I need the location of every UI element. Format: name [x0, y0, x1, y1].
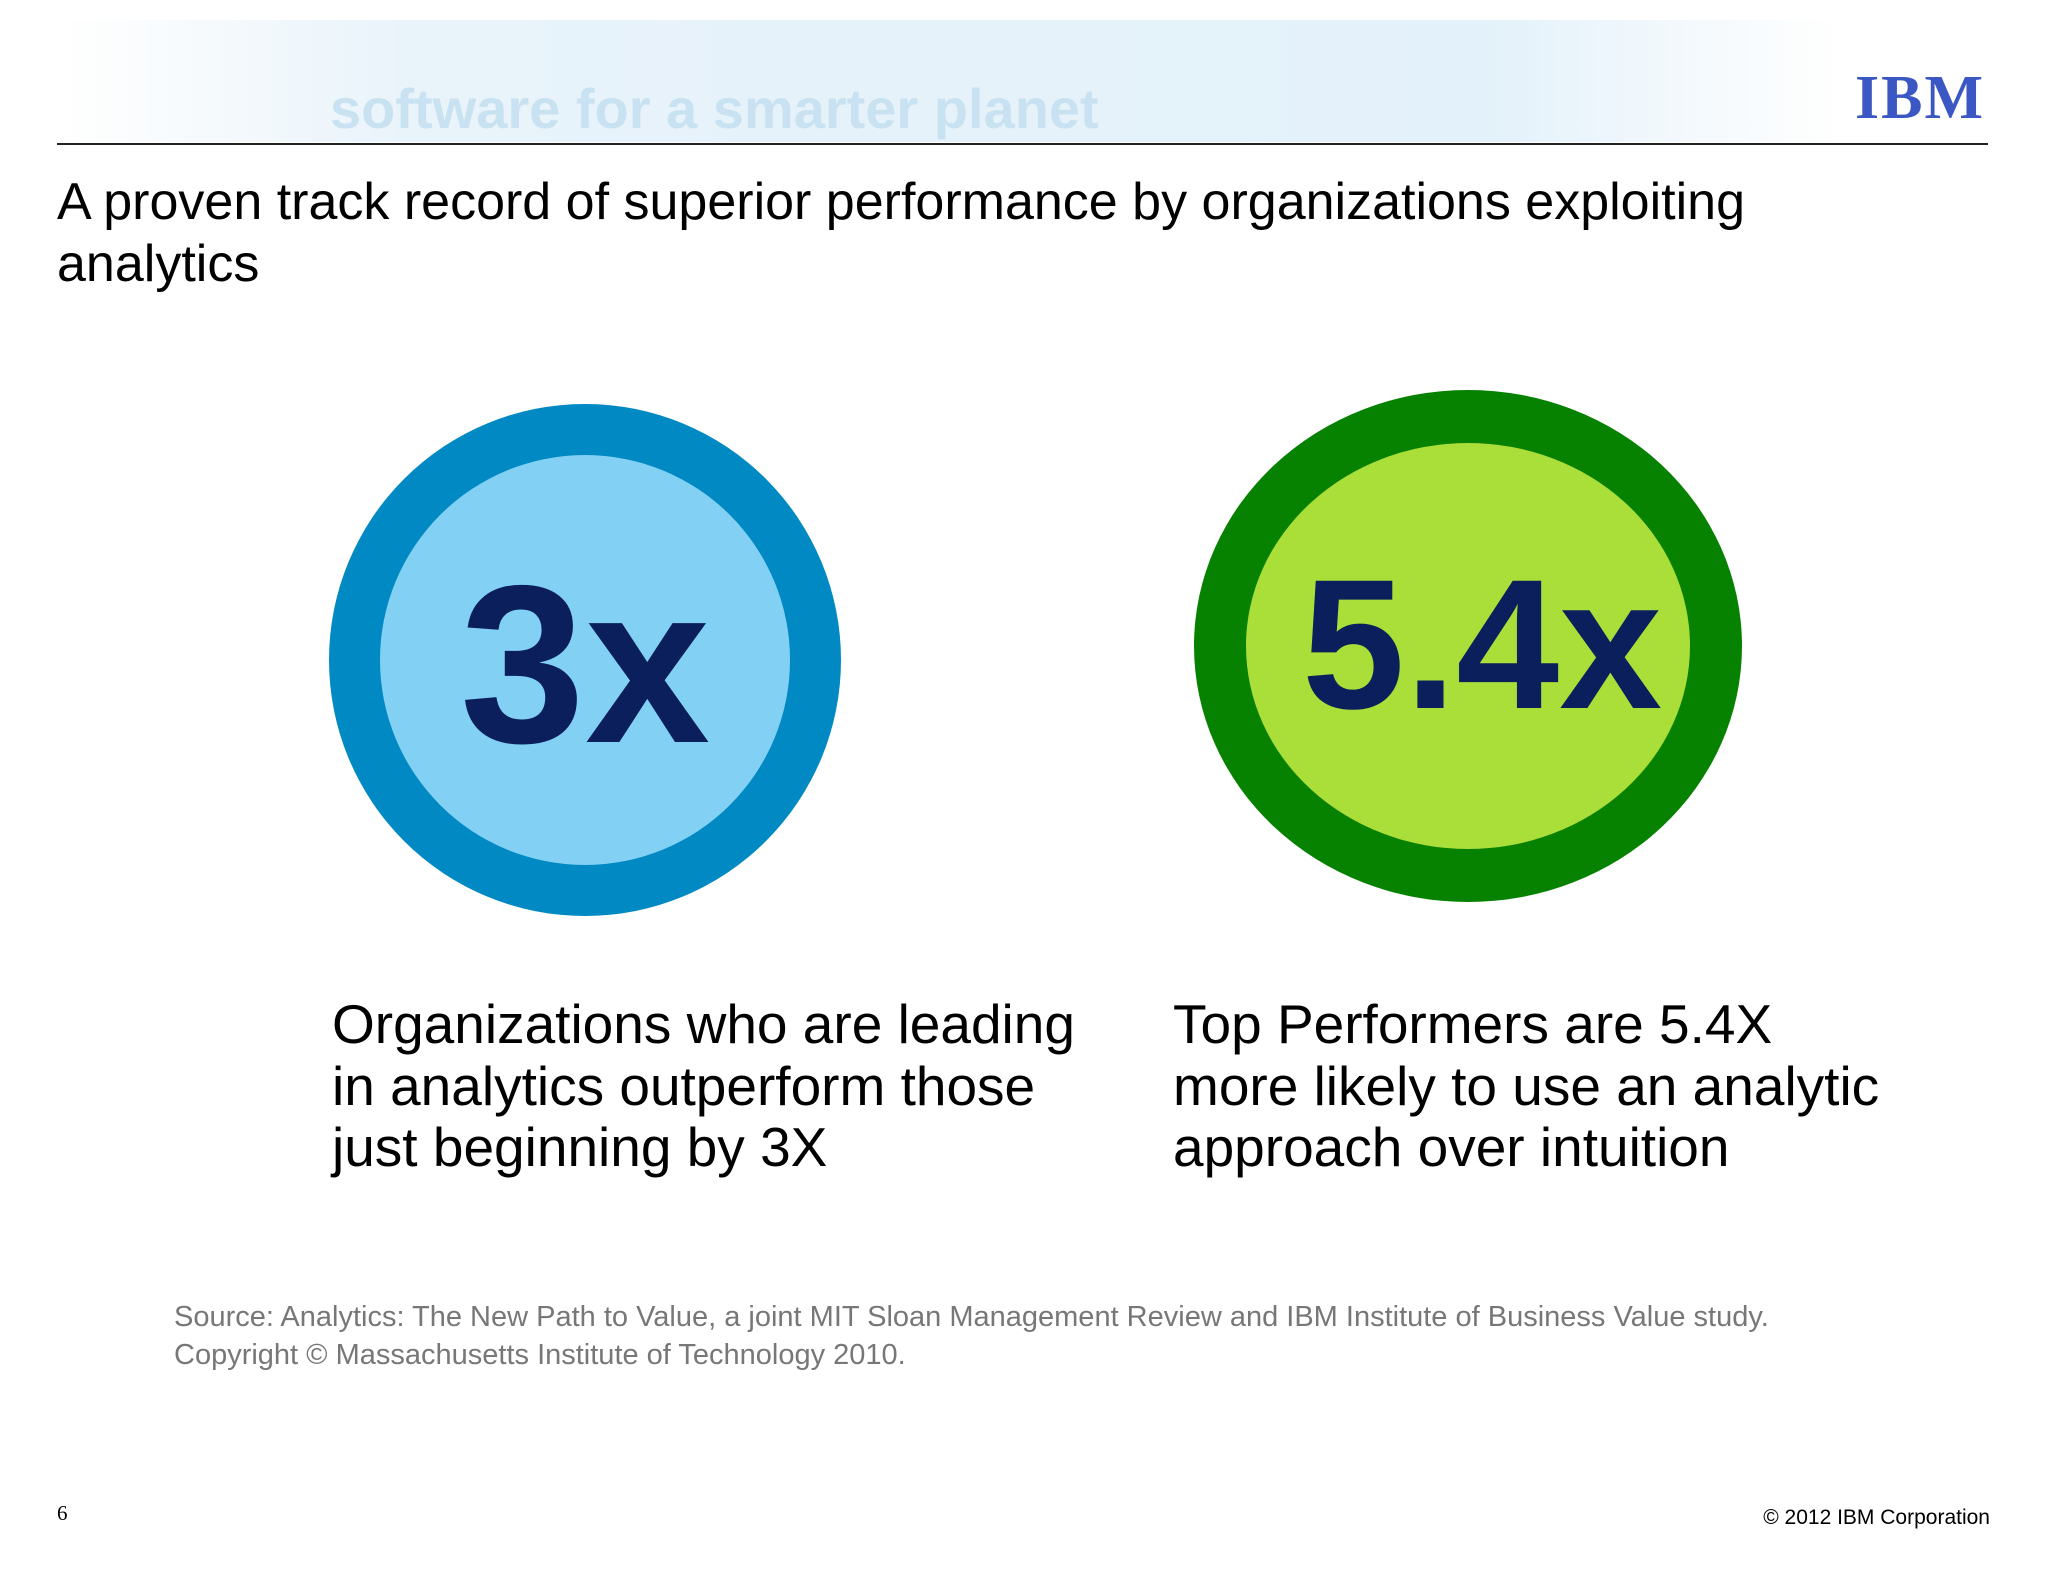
- stat-caption: in analytics outperform those: [332, 1055, 1035, 1117]
- stat-caption: Organizations who are leading: [332, 993, 1075, 1055]
- page-number: 6: [57, 1501, 68, 1525]
- slide-title: A proven track record of superior perfor…: [57, 173, 1745, 231]
- stat-caption: Top Performers are 5.4X: [1173, 993, 1772, 1055]
- copyright: © 2012 IBM Corporation: [1763, 1506, 1990, 1529]
- ibm-logo: IBM: [1855, 64, 1985, 132]
- banner-text: software for a smarter planet: [330, 77, 1099, 140]
- stat-caption: more likely to use an analytic: [1173, 1055, 1879, 1117]
- source-note: Source: Analytics: The New Path to Value…: [174, 1301, 1769, 1333]
- source-note: Copyright © Massachusetts Institute of T…: [174, 1339, 906, 1371]
- stat-caption: just beginning by 3X: [330, 1116, 827, 1178]
- stat-caption: approach over intuition: [1173, 1116, 1729, 1178]
- stat-disc: [1246, 443, 1690, 849]
- slide-title: analytics: [57, 235, 259, 293]
- stat-figure: 5.4x: [1302, 542, 1662, 748]
- stat-figure: 3x: [460, 538, 710, 790]
- banner-background: [60, 20, 1840, 142]
- stat-disc: [380, 455, 790, 865]
